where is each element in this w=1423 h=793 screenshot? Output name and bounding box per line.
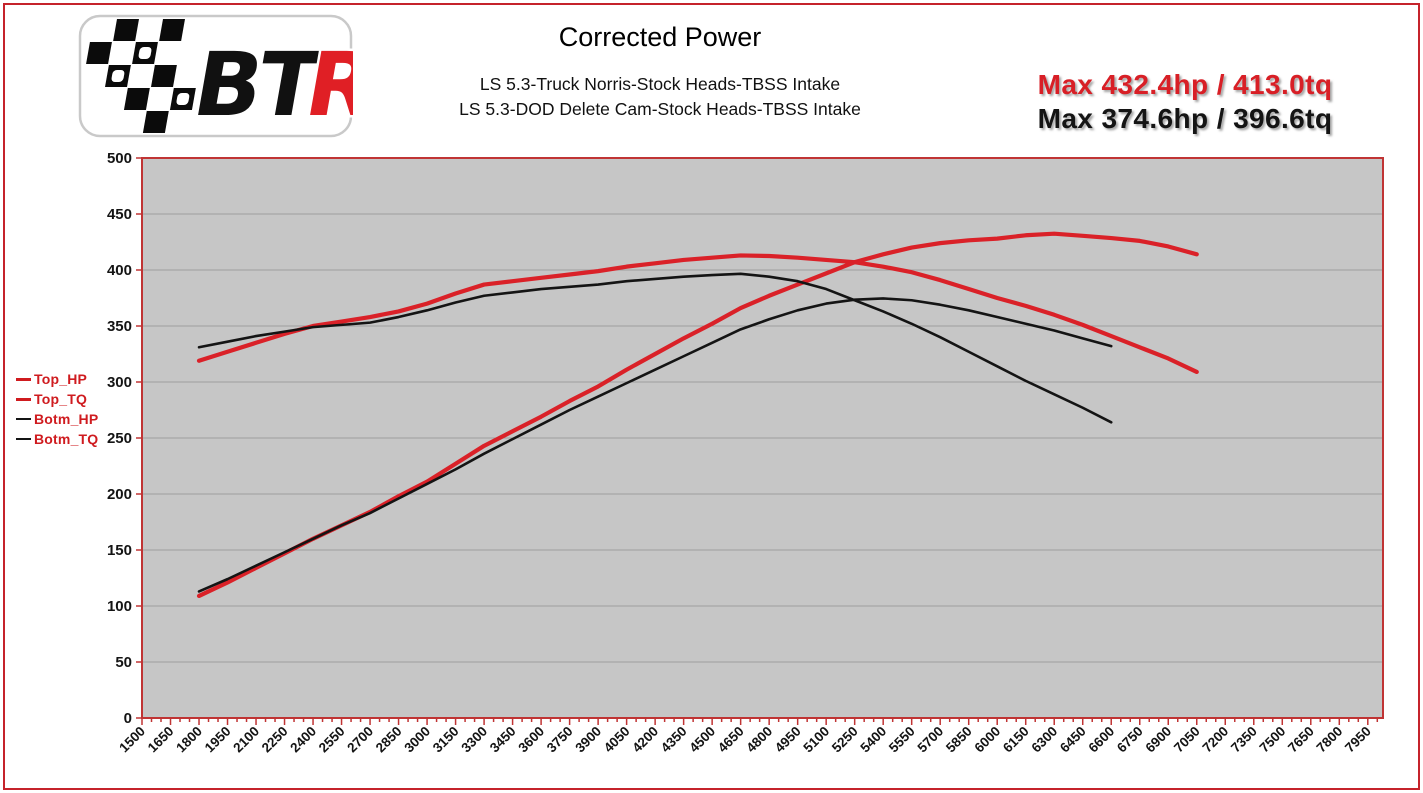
chart-subtitle: LS 5.3-Truck Norris-Stock Heads-TBSS Int… <box>280 72 1040 122</box>
x-tick-label: 6900 <box>1143 724 1175 756</box>
x-tick-label: 6300 <box>1028 724 1060 756</box>
subtitle-run-top: LS 5.3-Truck Norris-Stock Heads-TBSS Int… <box>479 74 841 94</box>
x-tick-label: 3600 <box>515 724 547 756</box>
legend-item-botm-tq: Botm_TQ <box>16 429 98 449</box>
y-tick-label: 450 <box>107 206 132 223</box>
plot-border <box>141 157 1384 719</box>
legend-swatch-botm-hp <box>16 418 31 420</box>
legend-item-top-hp: Top_HP <box>16 369 98 389</box>
max-readout-top-run: Max 432.4hp / 413.0tq <box>1037 69 1333 100</box>
x-tick-label: 7350 <box>1228 724 1260 756</box>
x-tick-label: 3300 <box>458 724 490 756</box>
x-tick-label: 7050 <box>1171 724 1203 756</box>
x-tick-label: 4650 <box>715 724 747 756</box>
y-tick-label: 50 <box>115 654 132 671</box>
legend-item-top-tq: Top_TQ <box>16 389 98 409</box>
y-tick-label: 350 <box>107 318 132 335</box>
page-title: Corrected Power <box>558 22 762 52</box>
x-tick-label: 4800 <box>743 724 775 756</box>
x-tick-label: 2550 <box>316 724 348 756</box>
x-tick-label: 4950 <box>772 724 804 756</box>
x-tick-label: 4350 <box>658 724 690 756</box>
btr-logo: BT R <box>78 14 385 138</box>
x-tick-label: 5400 <box>857 724 889 756</box>
legend-swatch-botm-tq <box>16 438 31 440</box>
y-tick-label: 300 <box>107 374 132 391</box>
x-tick-label: 1650 <box>145 724 177 756</box>
x-tick-label: 2850 <box>373 724 405 756</box>
y-tick-label: 500 <box>107 150 132 167</box>
legend-label: Top_TQ <box>34 391 88 407</box>
x-tick-label: 5100 <box>800 724 832 756</box>
legend-label: Botm_TQ <box>34 431 99 447</box>
x-tick-label: 7500 <box>1257 724 1289 756</box>
max-readout-bottom-run: Max 374.6hp / 396.6tq <box>1037 103 1333 134</box>
y-tick-label: 100 <box>107 598 132 615</box>
x-tick-label: 3450 <box>487 724 519 756</box>
checkered-flag-icon <box>86 19 196 133</box>
y-tick-label: 0 <box>124 710 132 727</box>
x-tick-label: 4050 <box>601 724 633 756</box>
x-tick-label: 3150 <box>430 724 462 756</box>
x-tick-label: 5700 <box>914 724 946 756</box>
max-readouts: Max 432.4hp / 413.0tq Max 374.6hp / 396.… <box>1008 68 1362 136</box>
legend: Top_HP Top_TQ Botm_HP Botm_TQ <box>16 369 98 449</box>
legend-label: Top_HP <box>34 371 88 387</box>
x-tick-label: 6750 <box>1114 724 1146 756</box>
x-tick-label: 1950 <box>202 724 234 756</box>
logo-letters-bt: BT <box>186 34 328 136</box>
x-tick-label: 3000 <box>401 724 433 756</box>
x-tick-label: 5250 <box>829 724 861 756</box>
y-tick-label: 150 <box>107 542 132 559</box>
x-tick-label: 3750 <box>544 724 576 756</box>
x-tick-label: 2700 <box>344 724 376 756</box>
x-tick-label: 5850 <box>943 724 975 756</box>
series-Botm_TQ <box>197 272 1113 424</box>
y-tick-label: 250 <box>107 430 132 447</box>
x-tick-label: 6600 <box>1086 724 1118 756</box>
legend-swatch-top-hp <box>16 377 31 381</box>
x-tick-label: 2100 <box>230 724 262 756</box>
y-tick-label: 400 <box>107 262 132 279</box>
x-tick-label: 7950 <box>1342 724 1374 756</box>
x-tick-label: 1800 <box>173 724 205 756</box>
x-tick-label: 7650 <box>1285 724 1317 756</box>
subtitle-run-bottom: LS 5.3-DOD Delete Cam-Stock Heads-TBSS I… <box>459 99 861 119</box>
x-tick-label: 6000 <box>971 724 1003 756</box>
x-tick-label: 7800 <box>1314 724 1346 756</box>
x-tick-label: 4200 <box>629 724 661 756</box>
x-tick-label: 2250 <box>259 724 291 756</box>
legend-label: Botm_HP <box>34 411 99 427</box>
y-tick-label: 200 <box>107 486 132 503</box>
x-tick-label: 5550 <box>886 724 918 756</box>
x-tick-label: 3900 <box>572 724 604 756</box>
x-tick-label: 2400 <box>287 724 319 756</box>
x-tick-label: 6150 <box>1000 724 1032 756</box>
x-tick-label: 6450 <box>1057 724 1089 756</box>
x-tick-label: 1500 <box>116 724 148 756</box>
legend-item-botm-hp: Botm_HP <box>16 409 98 429</box>
btr-logo-graphic: BT R <box>78 14 385 138</box>
series-Botm_HP <box>197 297 1113 593</box>
x-tick-label: 7200 <box>1200 724 1232 756</box>
series-Top_TQ <box>196 253 1199 375</box>
legend-swatch-top-tq <box>16 397 31 401</box>
x-tick-label: 4500 <box>686 724 718 756</box>
